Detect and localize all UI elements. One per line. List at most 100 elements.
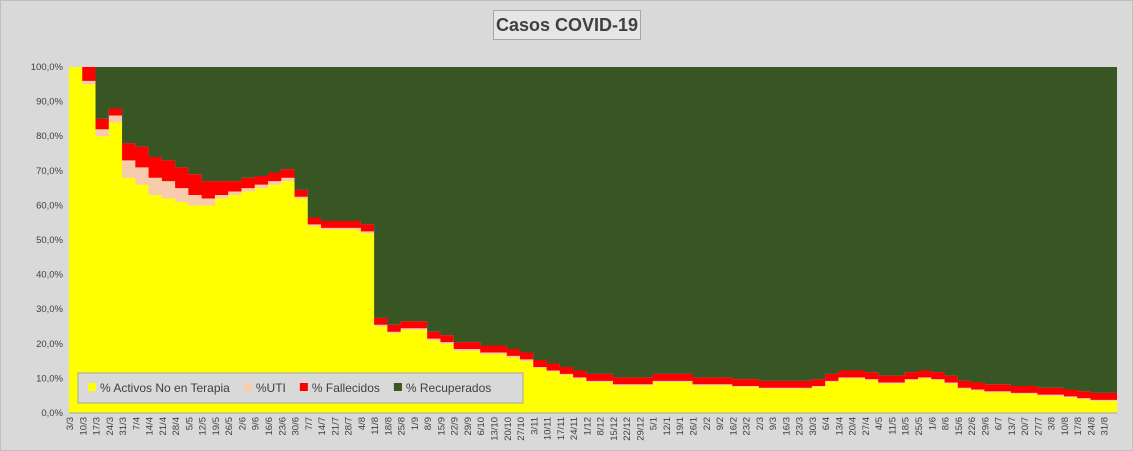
x-tick-label: 22/9	[450, 417, 461, 436]
legend-swatch-2	[299, 383, 308, 391]
area-series-3	[69, 67, 1117, 393]
x-tick-label: 26/1	[688, 417, 699, 436]
legend: % Activos No en Terapia %UTI % Fallecidos%…	[77, 372, 524, 404]
x-tick-label: 8/12	[596, 417, 607, 436]
x-tick-label: 18/5	[901, 417, 912, 436]
x-tick-label: 6/7	[994, 417, 1005, 430]
x-tick-label: 24/8	[1086, 417, 1097, 436]
x-tick-label: 27/10	[516, 417, 527, 441]
x-tick-label: 8/9	[423, 417, 434, 430]
legend-label-0: % Activos No en Terapia	[100, 381, 230, 395]
x-tick-label: 12/5	[198, 417, 209, 436]
x-tick-label: 23/2	[742, 417, 753, 436]
y-tick-label: 60,0%	[36, 200, 63, 211]
x-tick-label: 31/8	[1100, 417, 1111, 436]
x-tick-label: 1/9	[410, 417, 421, 430]
y-tick-label: 70,0%	[36, 166, 63, 177]
x-tick-label: 21/4	[158, 417, 169, 436]
x-tick-label: 13/7	[1007, 417, 1018, 436]
x-tick-label: 29/6	[980, 417, 991, 436]
x-tick-label: 22/12	[622, 417, 633, 441]
x-tick-label: 4/8	[357, 417, 368, 430]
x-tick-label: 30/3	[808, 417, 819, 436]
x-tick-label: 9/2	[715, 417, 726, 430]
x-tick-label: 4/5	[874, 417, 885, 430]
x-tick-label: 6/4	[821, 417, 832, 430]
x-tick-label: 3/11	[529, 417, 540, 435]
x-axis: 3/3 10/3 17/3 24/3 31/3 7/4 14/4 21/4 28/4 5/5 12/…	[65, 412, 1117, 441]
chart-title: Casos COVID-19	[493, 10, 641, 40]
x-tick-label: 8/6	[941, 417, 952, 430]
x-tick-label: 10/3	[78, 417, 89, 436]
x-tick-label: 19/1	[675, 417, 686, 436]
legend-label-1: %UTI	[256, 381, 286, 395]
x-tick-label: 9/6	[251, 417, 262, 430]
x-tick-label: 3/3	[65, 417, 76, 430]
x-tick-label: 17/3	[92, 417, 103, 436]
y-tick-label: 30,0%	[36, 304, 63, 315]
x-tick-label: 2/3	[755, 417, 766, 430]
x-tick-label: 13/10	[490, 417, 501, 441]
y-axis: 0,0% 10,0% 20,0% 30,0% 40,0% 50,0% 60,0% 70,0% 8…	[31, 62, 64, 419]
y-tick-label: 50,0%	[36, 235, 63, 246]
x-tick-label: 16/2	[728, 417, 739, 436]
x-tick-label: 5/1	[649, 417, 660, 430]
x-tick-label: 27/7	[1033, 417, 1044, 436]
x-tick-label: 1/12	[582, 417, 593, 436]
y-tick-label: 0,0%	[41, 408, 63, 419]
x-tick-label: 11/8	[370, 417, 381, 435]
x-tick-label: 1/6	[927, 417, 938, 430]
x-tick-label: 23/3	[795, 417, 806, 436]
x-tick-label: 13/4	[834, 417, 845, 436]
x-tick-label: 31/3	[118, 417, 129, 436]
legend-swatch-0	[88, 383, 96, 391]
x-tick-label: 10/8	[1060, 417, 1071, 436]
x-tick-label: 9/3	[768, 417, 779, 430]
x-tick-label: 15/12	[609, 417, 620, 441]
x-tick-label: 25/5	[914, 417, 925, 436]
x-tick-label: 29/12	[635, 417, 646, 441]
x-tick-label: 10/11	[543, 417, 554, 440]
legend-label-3: % Recuperados	[406, 381, 491, 395]
x-tick-label: 17/8	[1073, 417, 1084, 436]
x-tick-label: 20/10	[503, 417, 514, 441]
x-tick-label: 22/6	[967, 417, 978, 436]
x-tick-label: 18/8	[383, 417, 394, 436]
x-tick-label: 30/6	[291, 417, 302, 436]
x-tick-label: 28/4	[171, 417, 182, 436]
x-tick-label: 15/6	[954, 417, 965, 436]
x-tick-label: 6/10	[476, 417, 487, 436]
y-tick-label: 100,0%	[31, 62, 64, 73]
x-tick-label: 29/9	[463, 417, 474, 436]
x-tick-label: 16/6	[264, 417, 275, 436]
y-tick-label: 90,0%	[36, 97, 63, 108]
x-tick-label: 14/7	[317, 417, 328, 436]
x-tick-label: 24/3	[105, 417, 116, 436]
x-tick-label: 23/6	[277, 417, 288, 436]
x-tick-label: 7/4	[131, 417, 142, 430]
x-tick-label: 27/4	[861, 417, 872, 436]
x-tick-label: 28/7	[344, 417, 355, 436]
x-tick-label: 15/9	[436, 417, 447, 436]
x-tick-label: 3/8	[1047, 417, 1058, 430]
x-tick-label: 20/7	[1020, 417, 1031, 436]
x-tick-label: 2/6	[237, 417, 248, 430]
y-tick-label: 40,0%	[36, 270, 63, 281]
x-tick-label: 14/4	[145, 417, 156, 436]
legend-swatch-1	[243, 383, 252, 391]
legend-swatch-3	[393, 383, 402, 391]
x-tick-label: 11/5	[887, 417, 898, 435]
x-tick-label: 20/4	[848, 417, 859, 436]
x-tick-label: 16/3	[781, 417, 792, 436]
x-tick-label: 7/7	[304, 417, 315, 430]
legend-label-2: % Fallecidos	[312, 381, 380, 395]
x-tick-label: 12/1	[662, 417, 673, 436]
x-tick-label: 5/5	[184, 417, 195, 430]
y-tick-label: 80,0%	[36, 131, 63, 142]
x-tick-label: 24/11	[569, 417, 580, 440]
x-tick-label: 19/5	[211, 417, 222, 436]
series-areas	[69, 67, 1117, 413]
x-tick-label: 25/8	[397, 417, 408, 436]
